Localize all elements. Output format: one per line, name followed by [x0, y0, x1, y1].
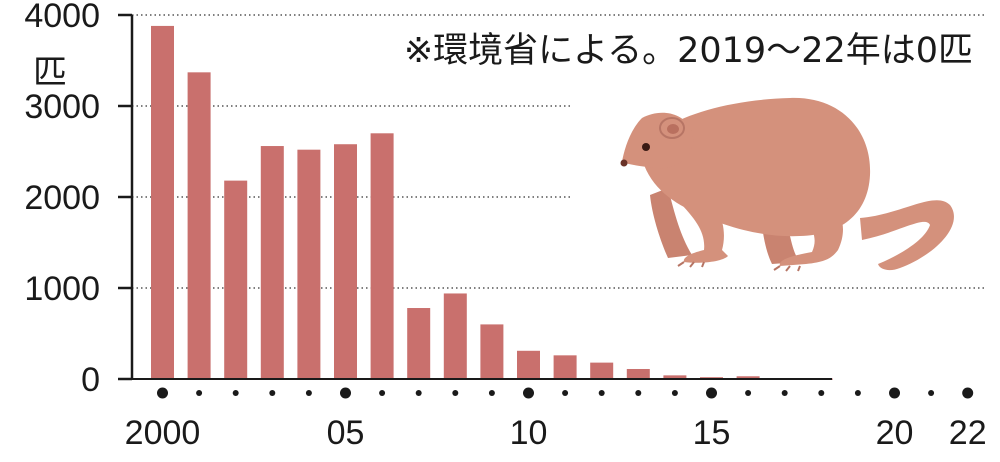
y-tick-label: 4000 — [24, 0, 100, 35]
y-tick-label: 0 — [81, 361, 100, 399]
bar-2016 — [736, 376, 760, 379]
x-minor-dot-2008 — [452, 390, 459, 396]
x-minor-dot-2018 — [818, 390, 825, 396]
x-tick-label-2010: 10 — [510, 414, 548, 452]
x-minor-dot-2014 — [671, 390, 678, 396]
bar-2013 — [626, 368, 650, 379]
x-minor-dot-2013 — [635, 390, 642, 396]
bar-2004 — [297, 149, 321, 379]
source-note: ※環境省による。2019〜22年は0匹 — [404, 31, 973, 71]
x-major-dot-2020 — [889, 387, 900, 399]
bar-2012 — [590, 362, 614, 379]
bar-2003 — [260, 146, 284, 379]
x-minor-dot-2006 — [379, 390, 386, 396]
x-tick-labels: 2000 05 10 15 20 22 — [125, 414, 987, 452]
x-minor-dot-2002 — [232, 390, 239, 396]
x-minor-dot-2019 — [854, 390, 861, 396]
x-major-dot-2005 — [340, 387, 351, 399]
x-minor-dot-2007 — [415, 390, 422, 396]
bar-2006 — [370, 133, 394, 379]
x-minor-dot-2004 — [305, 390, 312, 396]
mongoose-icon — [620, 97, 954, 272]
x-minor-dot-2009 — [488, 390, 495, 396]
y-unit-label: 匹 — [33, 54, 67, 92]
bar-2000 — [151, 25, 174, 379]
bar-2011 — [553, 355, 577, 379]
bar-2008 — [443, 293, 467, 379]
x-major-dot-2010 — [523, 387, 534, 399]
y-tick-label: 2000 — [24, 179, 100, 217]
y-tick-label: 3000 — [24, 88, 100, 126]
x-tick-label-2022: 22 — [949, 414, 987, 452]
y-tick-label: 1000 — [24, 270, 100, 308]
bar-2005 — [334, 144, 357, 379]
bars — [151, 25, 833, 380]
x-major-dot-2022 — [962, 387, 974, 399]
x-minor-dot-2001 — [196, 390, 203, 396]
x-minor-dot-2021 — [928, 390, 935, 396]
x-tick-dots — [157, 387, 974, 399]
y-ticks: 0 1000 2000 3000 4000 — [24, 0, 132, 399]
x-tick-label-2015: 15 — [693, 414, 731, 452]
x-tick-label-2000: 2000 — [125, 414, 201, 452]
bar-2007 — [407, 308, 431, 379]
x-minor-dot-2003 — [269, 390, 276, 396]
bar-2014 — [663, 375, 687, 379]
bar-2002 — [224, 180, 248, 379]
x-tick-label-2005: 05 — [327, 414, 365, 452]
x-minor-dot-2017 — [781, 390, 788, 396]
bar-2010 — [517, 350, 540, 379]
x-minor-dot-2011 — [562, 390, 569, 396]
bar-2001 — [187, 72, 211, 379]
x-tick-label-2020: 20 — [876, 414, 914, 452]
x-minor-dot-2012 — [598, 390, 605, 396]
bar-2009 — [480, 324, 504, 379]
x-minor-dot-2016 — [745, 390, 752, 396]
x-major-dot-2015 — [706, 387, 717, 399]
x-major-dot-2000 — [157, 387, 168, 399]
